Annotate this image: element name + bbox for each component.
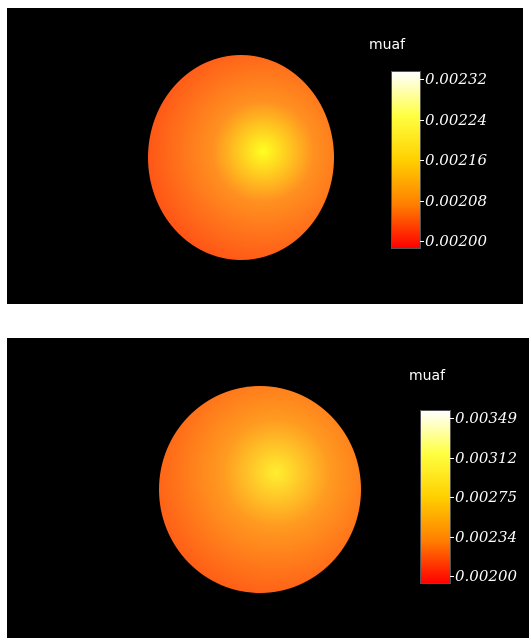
tick-mark: [420, 79, 424, 80]
tick-mark: [420, 160, 424, 161]
tick-mark: [420, 241, 424, 242]
tick-label: 0.00208: [425, 191, 488, 210]
tick-label: 0.00200: [425, 232, 488, 250]
sphere-reconstruction: [148, 55, 334, 260]
reconstruction-panel-bottom: muaf 0.00349 0.00312 0.00275 0.00234 0.0…: [7, 338, 529, 638]
reconstruction-panel-top: muaf 0.00232 0.00224 0.00216 0.00208 0.0…: [7, 8, 523, 304]
tick-mark: [450, 537, 454, 538]
scalebar-title: muaf: [409, 368, 446, 384]
tick-label: 0.00216: [425, 151, 488, 169]
colorbar: [391, 71, 421, 249]
tick-mark: [450, 458, 454, 459]
tick-mark: [420, 201, 424, 202]
tick-label: 0.00234: [455, 527, 518, 546]
tick-label: 0.00232: [425, 70, 488, 88]
tick-mark: [450, 576, 454, 577]
scalebar-title: muaf: [369, 37, 406, 53]
tick-label: 0.00200: [455, 567, 518, 585]
tick-mark: [420, 120, 424, 121]
tick-label: 0.00312: [455, 448, 518, 467]
sphere-reconstruction: [159, 386, 361, 593]
tick-label: 0.00275: [455, 488, 518, 506]
colorbar: [420, 410, 451, 584]
tick-mark: [450, 497, 454, 498]
tick-label: 0.00349: [455, 409, 518, 427]
tick-label: 0.00224: [425, 110, 488, 129]
tick-mark: [450, 418, 454, 419]
